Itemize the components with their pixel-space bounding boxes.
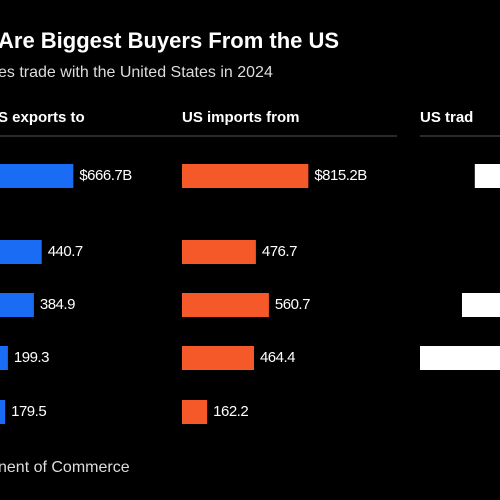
- column-header: US trad: [420, 109, 473, 126]
- bar: [0, 293, 34, 317]
- source: nent of Commerce: [0, 459, 130, 476]
- bar: [461, 293, 500, 317]
- bar: [474, 164, 500, 188]
- bar: [182, 346, 254, 370]
- value-label: 464.4: [260, 349, 295, 366]
- value-label: 179.5: [11, 403, 46, 420]
- value-label: 476.7: [262, 243, 297, 260]
- value-label: 162.2: [213, 403, 248, 420]
- column-header: S exports to: [0, 109, 85, 126]
- bar: [182, 240, 256, 264]
- value-label: $815.2B: [314, 167, 367, 184]
- bar: [0, 346, 8, 370]
- value-label: 440.7: [48, 243, 83, 260]
- bar: [0, 164, 74, 188]
- value-label: 560.7: [275, 296, 310, 313]
- bar: [0, 240, 42, 264]
- bar: [182, 400, 208, 424]
- value-label: 199.3: [14, 349, 49, 366]
- bar: [182, 293, 269, 317]
- value-label: 384.9: [40, 296, 75, 313]
- chart-subtitle: es trade with the United States in 2024: [0, 64, 273, 81]
- column-header: US imports from: [182, 109, 300, 126]
- chart-title: Are Biggest Buyers From the US: [0, 28, 339, 53]
- bar: [182, 164, 309, 188]
- bar: [420, 346, 500, 370]
- bar: [0, 400, 6, 424]
- value-label: $666.7B: [79, 167, 132, 184]
